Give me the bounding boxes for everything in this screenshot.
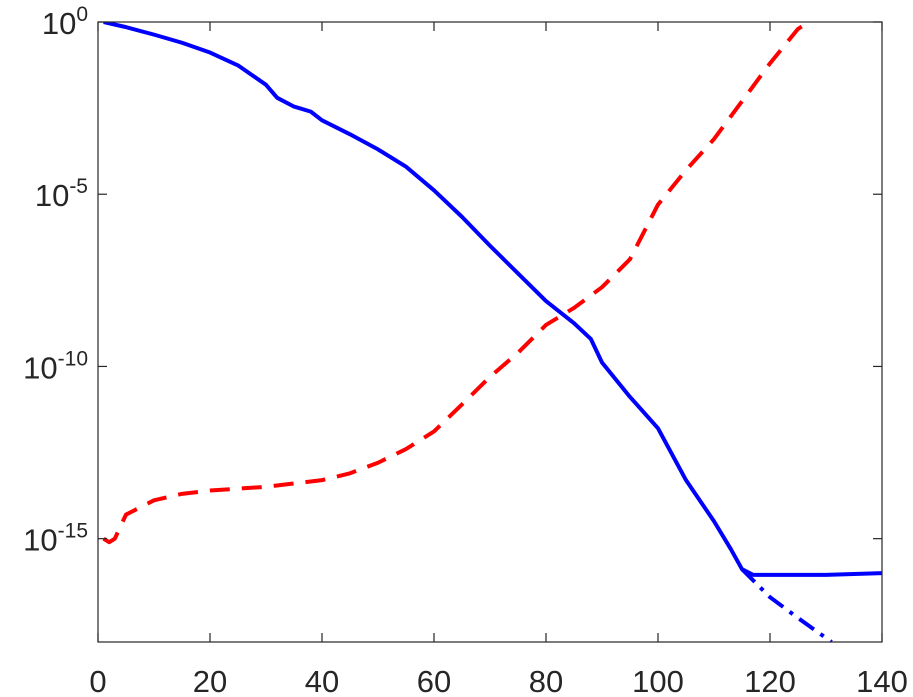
x-tick-label: 40 [305,664,339,697]
x-tick-labels: 0 20 40 60 80 100 120 140 [89,664,907,697]
series-line-1-solid [103,22,882,577]
x-tick-label: 140 [856,664,908,697]
series-layer [102,22,882,642]
axes-layer [97,21,883,643]
plot-area [98,22,882,642]
axes-box [97,21,883,643]
x-tick-label: 120 [744,664,796,697]
x-tick-label: 80 [529,664,563,697]
y-tick-label: 10-15 [23,520,88,558]
plot-background [98,22,882,642]
x-tick-label: 20 [193,664,227,697]
y-tick-labels: 100 10-5 10-10 10-15 [23,3,88,558]
x-tick-label: 100 [632,664,684,697]
series-line-3-dashed [102,22,811,545]
y-tick-label: 100 [42,3,88,41]
y-tick-label: 10-10 [23,347,88,385]
y-tick-label: 10-5 [35,175,88,213]
x-tick-label: 60 [417,664,451,697]
x-tick-label: 0 [89,664,106,697]
